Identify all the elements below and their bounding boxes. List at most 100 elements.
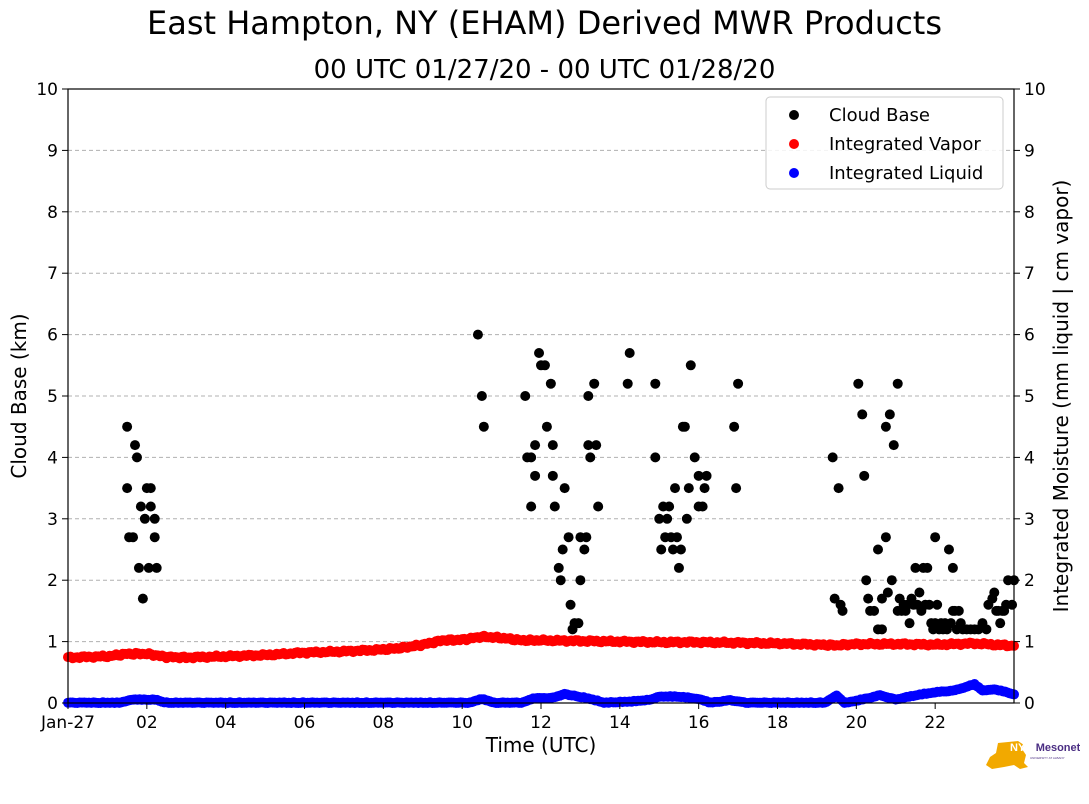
cloud-base-point bbox=[573, 618, 584, 629]
cloud-base-point bbox=[589, 378, 600, 389]
cloud-base-point bbox=[876, 624, 887, 635]
x-tick-label: 22 bbox=[924, 713, 946, 733]
cloud-base-point bbox=[886, 575, 897, 586]
cloud-base-point bbox=[547, 470, 558, 481]
nys-mesonet-logo: NYS Mesonet UNIVERSITY AT ALBANY bbox=[986, 741, 1080, 769]
cloud-base-point bbox=[476, 391, 487, 401]
cloud-base-point bbox=[530, 440, 541, 451]
y-tick-label-right: 7 bbox=[1024, 264, 1035, 284]
cloud-base-point bbox=[981, 624, 992, 635]
cloud-base-point bbox=[880, 532, 891, 543]
legend-label: Integrated Vapor bbox=[829, 134, 981, 155]
cloud-base-point bbox=[675, 544, 686, 555]
y-tick-label-right: 5 bbox=[1024, 387, 1035, 407]
cloud-base-point bbox=[559, 483, 570, 494]
y-tick-label-left: 8 bbox=[47, 203, 58, 223]
y-tick-label-right: 4 bbox=[1024, 448, 1035, 468]
cloud-base-point bbox=[547, 440, 558, 451]
cloud-base-point bbox=[910, 562, 921, 573]
x-tick-label: Jan-27 bbox=[40, 713, 95, 733]
cloud-base-point bbox=[671, 532, 682, 543]
cloud-base-point bbox=[904, 618, 915, 629]
y-tick-label-right: 3 bbox=[1024, 510, 1035, 530]
cloud-base-point bbox=[472, 329, 483, 340]
cloud-base-point bbox=[697, 501, 708, 512]
cloud-base-point bbox=[689, 452, 700, 463]
cloud-base-point bbox=[701, 470, 712, 481]
cloud-base-point bbox=[579, 544, 590, 555]
cloud-base-point bbox=[557, 544, 568, 555]
cloud-base-point bbox=[683, 483, 694, 494]
cloud-base-point bbox=[545, 378, 556, 389]
y-tick-label-right: 1 bbox=[1024, 633, 1035, 653]
cloud-base-point bbox=[884, 409, 895, 420]
cloud-base-point bbox=[1007, 599, 1018, 610]
cloud-base-point bbox=[699, 483, 710, 494]
cloud-base-point bbox=[953, 605, 964, 616]
cloud-base-point bbox=[853, 378, 864, 389]
cloud-base-point bbox=[873, 544, 884, 555]
y-tick-label-left: 10 bbox=[36, 80, 58, 100]
cloud-base-point bbox=[575, 575, 586, 586]
chart-subtitle: 00 UTC 01/27/20 - 00 UTC 01/28/20 bbox=[313, 55, 776, 85]
x-tick-label: 10 bbox=[451, 713, 473, 733]
cloud-base-point bbox=[914, 587, 925, 598]
cloud-base-point bbox=[122, 421, 133, 432]
cloud-base-point bbox=[526, 452, 537, 463]
y-tick-label-right: 2 bbox=[1024, 571, 1035, 591]
cloud-base-point bbox=[539, 360, 550, 371]
cloud-base-point bbox=[583, 440, 594, 451]
cloud-base-point bbox=[859, 470, 870, 481]
y-tick-label-left: 5 bbox=[47, 387, 58, 407]
legend-marker bbox=[789, 110, 799, 120]
cloud-base-point bbox=[673, 562, 684, 573]
cloud-base-point bbox=[583, 391, 594, 401]
x-tick-label: 20 bbox=[846, 713, 868, 733]
cloud-base-point bbox=[591, 440, 602, 451]
cloud-base-point bbox=[149, 513, 160, 524]
cloud-base-point bbox=[656, 544, 667, 555]
y-tick-label-right: 10 bbox=[1024, 80, 1046, 100]
y-tick-label-left: 7 bbox=[47, 264, 58, 284]
cloud-base-point bbox=[833, 483, 844, 494]
logo-subtext: UNIVERSITY AT ALBANY bbox=[1030, 756, 1065, 760]
cloud-base-point bbox=[553, 562, 564, 573]
cloud-base-point bbox=[685, 360, 696, 371]
cloud-base-point bbox=[733, 378, 744, 389]
cloud-base-point bbox=[679, 421, 690, 432]
x-tick-label: 06 bbox=[294, 713, 316, 733]
cloud-base-point bbox=[530, 470, 541, 481]
cloud-base-point bbox=[149, 532, 160, 543]
cloud-base-point bbox=[664, 501, 675, 512]
y-tick-label-left: 3 bbox=[47, 510, 58, 530]
cloud-base-point bbox=[135, 501, 146, 512]
legend-label: Cloud Base bbox=[829, 105, 930, 126]
cloud-base-point bbox=[585, 452, 596, 463]
chart-title: East Hampton, NY (EHAM) Derived MWR Prod… bbox=[146, 4, 942, 42]
cloud-base-point bbox=[549, 501, 560, 512]
cloud-base-point bbox=[151, 562, 162, 573]
y-tick-label-left: 4 bbox=[47, 448, 58, 468]
cloud-base-point bbox=[681, 513, 692, 524]
y-tick-label-right: 0 bbox=[1024, 694, 1035, 714]
cloud-base-point bbox=[837, 605, 848, 616]
cloud-base-point bbox=[131, 452, 142, 463]
cloud-base-point bbox=[662, 513, 673, 524]
cloud-base-point bbox=[555, 575, 566, 586]
x-tick-label: 04 bbox=[215, 713, 237, 733]
cloud-base-point bbox=[932, 599, 943, 610]
cloud-base-point bbox=[143, 562, 154, 573]
cloud-base-point bbox=[693, 470, 704, 481]
cloud-base-point bbox=[861, 575, 872, 586]
x-tick-label: 16 bbox=[688, 713, 710, 733]
cloud-base-point bbox=[139, 513, 150, 524]
cloud-base-point bbox=[622, 378, 633, 389]
cloud-base-point bbox=[882, 587, 893, 598]
cloud-base-point bbox=[133, 562, 144, 573]
y-tick-label-left: 2 bbox=[47, 571, 58, 591]
cloud-base-point bbox=[731, 483, 742, 494]
cloud-base-point bbox=[478, 421, 489, 432]
cloud-base-point bbox=[534, 348, 545, 359]
y-tick-label-right: 6 bbox=[1024, 326, 1035, 346]
